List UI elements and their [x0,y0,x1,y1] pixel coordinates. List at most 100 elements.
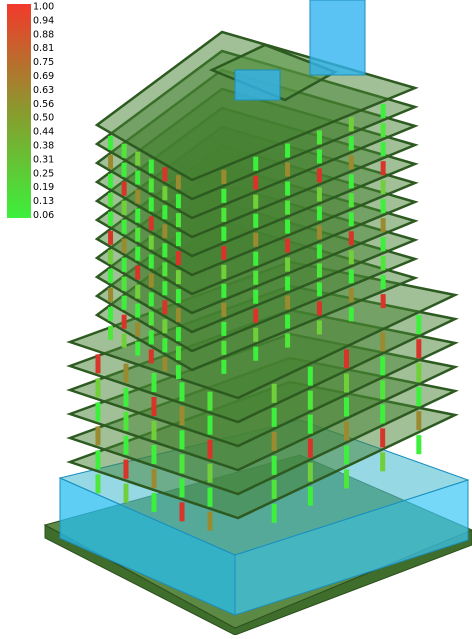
column [135,208,141,223]
column [175,213,181,228]
column [151,493,157,512]
column [348,155,354,170]
column [162,205,168,220]
column [121,295,127,310]
legend-label: 0.13 [33,196,54,207]
column [148,178,154,193]
column [307,414,313,434]
column [135,322,141,337]
column [253,194,259,209]
column [348,288,354,303]
column [151,397,157,416]
column [207,391,213,411]
column [151,469,157,488]
column [221,245,227,260]
column [316,206,322,221]
column [380,380,386,400]
column [148,197,154,212]
column [162,338,168,353]
column [348,193,354,208]
column [307,390,313,410]
column [95,474,101,494]
column [344,421,349,441]
column [175,194,181,209]
column [221,340,227,355]
column [123,435,129,455]
column [121,162,127,177]
column [151,445,157,464]
column [285,276,291,291]
column [121,333,127,348]
legend-label: 0.44 [33,127,54,138]
column [348,117,354,132]
column [380,356,386,376]
column [380,180,386,195]
column [253,213,259,228]
legend-label: 0.50 [33,113,54,124]
column [253,232,259,247]
column [175,346,181,361]
column [380,123,386,138]
column [221,359,227,374]
column [123,459,129,479]
column [121,181,127,196]
legend-label: 0.19 [33,182,54,193]
column [316,168,322,183]
column [380,104,386,119]
column [121,314,127,329]
column [162,167,168,182]
column [253,270,259,285]
legend-label: 0.56 [33,99,54,110]
column [207,415,213,435]
column [121,238,127,253]
column [175,308,181,323]
column [380,275,386,290]
legend-label: 0.38 [33,141,54,152]
stair-core-upper [309,0,366,76]
legend-label: 0.06 [33,210,54,221]
column [179,430,185,450]
column [285,238,291,253]
column [344,445,349,465]
legend-label: 0.69 [33,71,54,82]
column [316,263,322,278]
column [380,237,386,252]
column [148,254,154,269]
column [221,226,227,241]
column [162,357,168,372]
column [416,339,422,359]
column [108,268,114,283]
legend-label: 0.81 [33,43,54,54]
column [271,503,277,523]
legend-label: 0.25 [33,168,54,179]
column [207,511,213,531]
column [344,397,349,417]
column [148,273,154,288]
column [344,469,349,489]
column [123,387,129,407]
stair-core [234,69,281,101]
column [380,161,386,176]
column [285,181,291,196]
column [148,292,154,307]
column [253,346,259,361]
column [380,218,386,233]
column [348,269,354,284]
column [175,365,181,380]
column [175,270,181,285]
column [380,428,386,448]
column [285,143,291,158]
column [108,154,114,169]
column [95,354,101,374]
legend-label: 0.63 [33,85,54,96]
column [253,156,259,171]
column [348,231,354,246]
column [253,308,259,323]
column [380,199,386,214]
legend-label: 1.00 [33,2,54,13]
column [151,373,157,392]
column [307,486,313,506]
column [416,315,422,335]
column [380,452,386,472]
column [253,289,259,304]
